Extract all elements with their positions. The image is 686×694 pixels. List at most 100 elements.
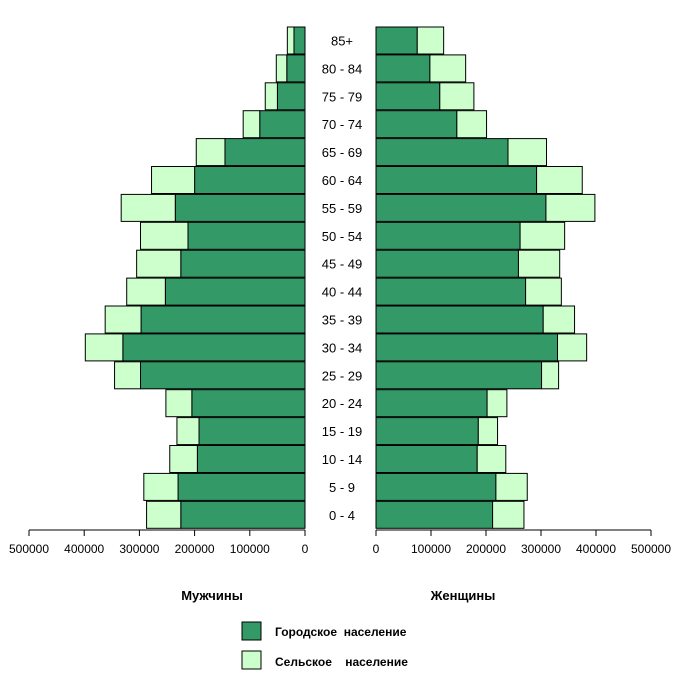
bar-female-rural-1: [495, 472, 528, 501]
bar-male-rural-12: [151, 166, 196, 194]
bar-female-rural-17: [416, 26, 445, 55]
female-bars: [375, 26, 596, 529]
bar-female-rural-7: [542, 305, 576, 334]
bar-male-urban-17: [293, 26, 306, 55]
age-label-15: 75 - 79: [322, 89, 362, 104]
age-label-1: 5 - 9: [329, 480, 355, 495]
legend-swatch-rural: [241, 650, 262, 670]
bar-male-rural-11: [120, 193, 176, 222]
age-label-2: 10 - 14: [322, 452, 362, 467]
bar-male-urban-1: [177, 472, 306, 501]
bar-male-urban-8: [164, 277, 306, 306]
age-label-5: 25 - 29: [322, 368, 362, 383]
bar-male-rural-16: [275, 54, 288, 83]
female-tick-label-0: 0: [373, 542, 380, 556]
bar-male-urban-10: [187, 221, 306, 250]
bar-female-urban-1: [375, 472, 497, 501]
male-tick-label-0: 500000: [9, 542, 49, 556]
female-tick-label-2: 200000: [466, 542, 506, 556]
bar-male-rural-2: [169, 445, 198, 473]
bar-male-rural-14: [242, 110, 261, 139]
bar-male-urban-16: [286, 54, 306, 83]
bar-female-urban-9: [375, 249, 519, 278]
bar-female-rural-11: [545, 193, 596, 222]
legend: Городское население Сельское население: [241, 621, 408, 670]
bar-male-rural-8: [126, 277, 166, 306]
age-label-4: 20 - 24: [322, 396, 362, 411]
bar-female-rural-10: [519, 221, 566, 250]
bar-male-urban-7: [140, 305, 306, 334]
bar-female-urban-2: [375, 445, 478, 473]
age-label-11: 55 - 59: [322, 201, 362, 216]
male-bars: [84, 26, 306, 529]
bar-female-rural-3: [477, 417, 499, 446]
male-tick-label-3: 200000: [175, 542, 215, 556]
female-panel-title: Женщины: [430, 588, 496, 603]
bar-female-rural-14: [456, 110, 488, 139]
legend-label-urban: Городское население: [275, 625, 407, 639]
bar-female-urban-13: [375, 138, 509, 167]
bar-male-rural-5: [114, 361, 142, 390]
bar-male-urban-0: [180, 500, 306, 529]
bar-male-rural-7: [104, 305, 142, 334]
bar-male-urban-9: [180, 249, 306, 278]
bar-male-rural-3: [176, 417, 200, 446]
bar-female-rural-13: [507, 138, 547, 167]
legend-swatch-urban: [241, 621, 262, 641]
bar-female-urban-12: [375, 166, 538, 194]
bar-male-rural-17: [286, 26, 295, 55]
age-label-16: 80 - 84: [322, 61, 362, 76]
bar-female-urban-15: [375, 82, 441, 111]
bar-male-urban-14: [259, 110, 306, 139]
bar-male-urban-6: [122, 333, 306, 362]
bar-male-urban-13: [224, 138, 306, 167]
bar-female-rural-0: [492, 500, 525, 529]
age-label-3: 15 - 19: [322, 424, 362, 439]
bar-female-rural-6: [557, 333, 588, 362]
male-tick-label-4: 100000: [230, 542, 270, 556]
bar-female-rural-5: [541, 361, 560, 390]
bar-male-rural-4: [165, 389, 193, 418]
bar-female-urban-4: [375, 389, 488, 418]
male-panel-title: Мужчины: [181, 588, 243, 603]
female-x-axis: 0 100000 200000 300000 400000 500000: [373, 529, 671, 556]
bar-female-rural-9: [517, 249, 561, 278]
bar-female-urban-8: [375, 277, 527, 306]
male-x-axis: 500000 400000 300000 200000 100000 0: [9, 529, 309, 556]
male-tick-label-5: 0: [302, 542, 309, 556]
bar-male-rural-15: [264, 82, 278, 111]
female-tick-label-3: 300000: [521, 542, 561, 556]
bar-male-urban-3: [198, 417, 306, 446]
bar-female-urban-5: [375, 361, 543, 390]
bar-female-urban-7: [375, 305, 544, 334]
bar-female-urban-16: [375, 54, 431, 83]
age-label-7: 35 - 39: [322, 313, 362, 328]
bar-female-urban-0: [375, 500, 494, 529]
male-tick-label-1: 400000: [64, 542, 104, 556]
bar-female-rural-16: [429, 54, 467, 83]
bar-male-urban-4: [191, 389, 306, 418]
legend-label-rural: Сельское население: [275, 655, 408, 669]
age-label-8: 40 - 44: [322, 285, 362, 300]
age-label-10: 50 - 54: [322, 229, 362, 244]
bar-female-urban-17: [375, 26, 418, 55]
bar-female-rural-12: [536, 166, 583, 194]
age-label-6: 30 - 34: [322, 340, 362, 355]
bar-female-urban-3: [375, 417, 479, 446]
age-label-12: 60 - 64: [322, 173, 362, 188]
bar-female-rural-8: [525, 277, 562, 306]
bar-female-urban-10: [375, 221, 521, 250]
bar-male-rural-1: [143, 472, 179, 501]
bar-female-rural-2: [476, 445, 507, 473]
bar-male-rural-10: [140, 221, 189, 250]
age-label-13: 65 - 69: [322, 145, 362, 160]
female-tick-label-1: 100000: [411, 542, 451, 556]
bar-male-rural-6: [84, 333, 124, 362]
bar-male-rural-0: [146, 500, 182, 529]
bar-male-urban-11: [174, 193, 306, 222]
bar-male-urban-2: [196, 445, 306, 473]
bar-male-rural-9: [136, 249, 182, 278]
female-tick-label-5: 500000: [631, 542, 671, 556]
bar-male-urban-12: [194, 166, 306, 194]
